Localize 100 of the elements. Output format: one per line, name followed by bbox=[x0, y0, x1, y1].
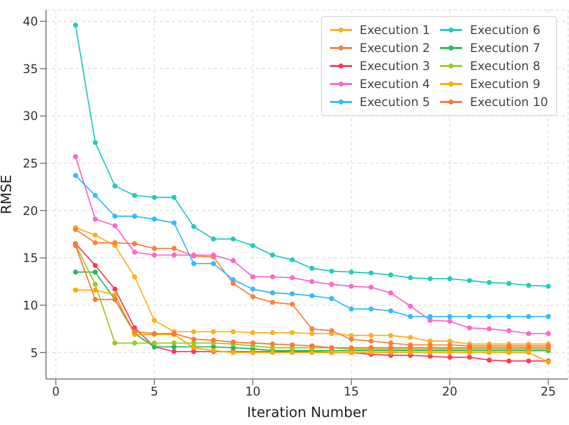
y-axis-title: RMSE bbox=[0, 174, 15, 214]
point bbox=[73, 288, 78, 293]
x-tick-label: 0 bbox=[52, 384, 60, 399]
point bbox=[250, 286, 256, 292]
point bbox=[92, 288, 98, 293]
point bbox=[368, 332, 374, 338]
point bbox=[447, 354, 452, 360]
point bbox=[546, 314, 551, 320]
point bbox=[92, 240, 98, 246]
point bbox=[191, 224, 196, 230]
point bbox=[92, 270, 98, 275]
point bbox=[368, 270, 374, 276]
point bbox=[348, 336, 354, 342]
point bbox=[546, 331, 551, 336]
point bbox=[467, 314, 472, 320]
point bbox=[447, 318, 452, 324]
y-tick-label: 30 bbox=[22, 109, 38, 124]
point bbox=[92, 140, 98, 145]
point bbox=[270, 290, 276, 296]
point bbox=[152, 252, 157, 258]
point bbox=[486, 358, 492, 363]
point bbox=[132, 214, 138, 219]
point bbox=[348, 306, 354, 312]
point bbox=[467, 325, 472, 330]
point bbox=[112, 223, 118, 228]
legend-label: Execution 4 bbox=[360, 77, 430, 91]
y-tick-label: 10 bbox=[22, 298, 38, 312]
point bbox=[230, 258, 236, 264]
point bbox=[290, 330, 295, 336]
point bbox=[388, 340, 394, 346]
point bbox=[191, 261, 196, 266]
point bbox=[132, 241, 138, 246]
point bbox=[92, 192, 98, 198]
point bbox=[73, 270, 78, 275]
point bbox=[152, 246, 157, 251]
point bbox=[172, 220, 177, 226]
point bbox=[290, 302, 295, 307]
point bbox=[486, 280, 492, 285]
point bbox=[368, 284, 374, 290]
point bbox=[73, 173, 78, 178]
point bbox=[486, 314, 492, 320]
point bbox=[309, 293, 314, 298]
point bbox=[428, 314, 433, 320]
point bbox=[348, 284, 354, 289]
point bbox=[329, 282, 334, 287]
point bbox=[270, 341, 276, 346]
point bbox=[92, 216, 98, 222]
point bbox=[250, 294, 256, 300]
point bbox=[388, 290, 394, 296]
point bbox=[112, 292, 118, 298]
point bbox=[172, 252, 177, 258]
point bbox=[408, 314, 413, 320]
point bbox=[152, 340, 157, 346]
point bbox=[92, 232, 98, 238]
point bbox=[447, 314, 452, 320]
point bbox=[408, 304, 413, 309]
point bbox=[329, 296, 334, 302]
x-tick-label: 15 bbox=[344, 384, 359, 399]
point bbox=[428, 276, 433, 282]
y-tick-label: 40 bbox=[22, 14, 38, 29]
point bbox=[152, 318, 157, 323]
point bbox=[309, 279, 314, 284]
point bbox=[172, 340, 177, 346]
point bbox=[112, 340, 118, 346]
legend-label: Execution 7 bbox=[470, 41, 540, 55]
point bbox=[152, 194, 157, 200]
point bbox=[132, 192, 138, 198]
point bbox=[250, 330, 256, 336]
point bbox=[270, 274, 276, 280]
point bbox=[210, 329, 216, 334]
point bbox=[309, 326, 314, 332]
point bbox=[526, 358, 532, 364]
legend-label: Execution 1 bbox=[360, 23, 430, 37]
point bbox=[250, 274, 256, 280]
point bbox=[230, 277, 236, 282]
point bbox=[210, 236, 216, 242]
point bbox=[132, 274, 138, 280]
point bbox=[191, 336, 196, 342]
x-axis-title: Iteration Number bbox=[246, 405, 368, 421]
legend-label: Execution 5 bbox=[360, 95, 430, 109]
point bbox=[526, 314, 532, 320]
point bbox=[250, 243, 256, 248]
point bbox=[329, 268, 334, 274]
point bbox=[467, 278, 472, 284]
point bbox=[132, 250, 138, 255]
point bbox=[506, 328, 512, 334]
legend-label: Execution 6 bbox=[470, 23, 540, 37]
point bbox=[172, 246, 177, 251]
point bbox=[172, 349, 177, 354]
point bbox=[92, 282, 98, 287]
point bbox=[368, 338, 374, 344]
point bbox=[92, 297, 98, 302]
point bbox=[309, 266, 314, 271]
y-tick-label: 5 bbox=[30, 346, 38, 360]
point bbox=[210, 338, 216, 343]
point bbox=[486, 326, 492, 332]
point bbox=[290, 275, 295, 280]
point bbox=[506, 358, 512, 364]
legend-label: Execution 10 bbox=[470, 95, 548, 109]
legend-label: Execution 9 bbox=[470, 77, 540, 91]
